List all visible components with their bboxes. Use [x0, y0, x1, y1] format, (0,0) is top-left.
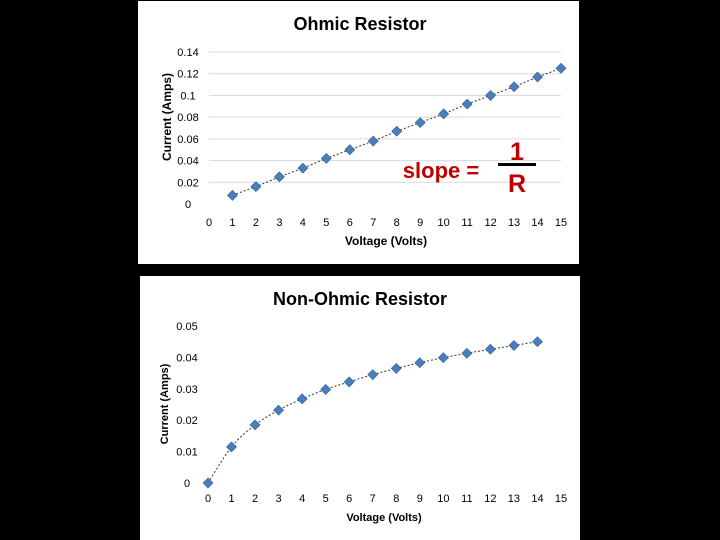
slope-denominator: R	[508, 170, 526, 198]
non-ohmic-x-tick-label: 10	[437, 493, 449, 505]
ohmic-x-tick-label: 7	[370, 217, 376, 229]
fraction-bar	[498, 163, 536, 166]
non-ohmic-series-line	[207, 341, 538, 484]
ohmic-data-point	[438, 108, 450, 120]
non-ohmic-data-point	[367, 369, 379, 381]
ohmic-x-tick-label: 3	[276, 217, 282, 229]
ohmic-data-point	[367, 135, 379, 147]
non-ohmic-y-tick-label: 0.02	[176, 415, 197, 427]
non-ohmic-y-tick-label: 0	[184, 478, 190, 490]
non-ohmic-x-tick-label: 1	[228, 493, 234, 505]
ohmic-chart-panel	[138, 1, 579, 264]
ohmic-x-tick-label: 10	[438, 217, 450, 229]
ohmic-y-tick-label: 0	[185, 199, 191, 211]
ohmic-data-point	[391, 125, 403, 137]
non-ohmic-plot-area: 00.010.020.030.040.050 1 2 3 4 5 6 7 8 9 10 11 12 13 1…	[176, 321, 567, 505]
non-ohmic-y-tick-label: 0.03	[176, 384, 197, 396]
non-ohmic-x-tick-label: 3	[276, 493, 282, 505]
ohmic-chart: Ohmic Resistor Current (Amps) Voltage (V…	[138, 1, 579, 264]
ohmic-data-point	[485, 90, 497, 101]
non-ohmic-x-tick-label: 0	[205, 493, 211, 505]
ohmic-x-tick-label: 6	[347, 217, 353, 229]
non-ohmic-data-point	[461, 347, 473, 359]
ohmic-x-tick-label: 8	[394, 217, 400, 229]
non-ohmic-x-tick-label: 5	[323, 493, 329, 505]
non-ohmic-x-tick-label: 15	[555, 493, 567, 505]
slope-label: slope =	[403, 158, 479, 183]
ohmic-data-point	[461, 98, 473, 110]
non-ohmic-x-tick-label: 4	[299, 493, 305, 505]
non-ohmic-x-tick-label: 6	[346, 493, 352, 505]
non-ohmic-chart-panel	[140, 276, 580, 540]
non-ohmic-chart: Non-Ohmic Resistor Current (Amps) Voltag…	[140, 276, 580, 540]
slope-annotation: slope = 1 R	[403, 138, 536, 198]
non-ohmic-x-tick-label: 11	[461, 493, 472, 505]
non-ohmic-x-tick-label: 7	[370, 493, 376, 505]
non-ohmic-data-point	[273, 404, 285, 416]
non-ohmic-x-tick-label: 8	[393, 493, 399, 505]
ohmic-y-tick-label: 0.14	[177, 47, 198, 59]
non-ohmic-y-tick-label: 0.05	[176, 321, 197, 333]
ohmic-plot-area: 00.020.040.060.080.10.120.140 1 2 3 4 5 6 7 8 9 10…	[177, 47, 567, 229]
ohmic-x-axis-label: Voltage (Volts)	[345, 234, 427, 248]
ohmic-y-tick-label: 0.02	[177, 177, 198, 189]
ohmic-x-tick-label: 11	[461, 217, 472, 229]
non-ohmic-data-point	[226, 441, 237, 453]
non-ohmic-y-axis-label: Current (Amps)	[159, 363, 171, 444]
non-ohmic-x-axis-label: Voltage (Volts)	[346, 512, 422, 524]
ohmic-chart-title: Ohmic Resistor	[293, 14, 426, 34]
ohmic-data-point	[227, 189, 238, 201]
ohmic-data-point	[297, 162, 309, 174]
ohmic-x-tick-label: 1	[229, 217, 235, 229]
ohmic-x-tick-label: 14	[531, 217, 543, 229]
ohmic-data-point	[555, 62, 567, 74]
ohmic-data-point	[250, 181, 262, 193]
ohmic-data-point	[344, 144, 356, 156]
ohmic-x-tick-label: 12	[484, 217, 496, 229]
ohmic-x-tick-label: 9	[417, 217, 423, 229]
ohmic-data-point	[414, 117, 426, 128]
ohmic-data-point	[273, 171, 285, 183]
slope-numerator: 1	[510, 138, 524, 166]
ohmic-x-tick-label: 2	[253, 217, 259, 229]
ohmic-x-tick-label: 4	[300, 217, 306, 229]
non-ohmic-x-tick-label: 13	[508, 493, 520, 505]
ohmic-y-tick-label: 0.1	[180, 90, 195, 102]
non-ohmic-data-point	[532, 336, 543, 348]
non-ohmic-data-point	[414, 357, 426, 369]
ohmic-data-point	[532, 71, 543, 83]
non-ohmic-data-point	[296, 393, 308, 405]
non-ohmic-data-point	[390, 362, 402, 374]
non-ohmic-data-point	[343, 376, 355, 388]
non-ohmic-data-point	[484, 343, 496, 355]
ohmic-x-tick-label: 15	[555, 217, 567, 229]
ohmic-x-tick-label: 5	[323, 217, 329, 229]
non-ohmic-y-tick-label: 0.01	[176, 447, 197, 459]
ohmic-x-tick-label: 13	[508, 217, 520, 229]
non-ohmic-data-point	[508, 340, 520, 351]
ohmic-data-point	[508, 81, 520, 93]
non-ohmic-data-point	[249, 419, 261, 431]
ohmic-y-tick-label: 0.06	[177, 134, 198, 146]
non-ohmic-x-tick-label: 2	[252, 493, 258, 505]
ohmic-x-tick-label: 0	[206, 217, 212, 229]
non-ohmic-chart-title: Non-Ohmic Resistor	[273, 289, 447, 309]
non-ohmic-x-tick-label: 9	[417, 493, 423, 505]
ohmic-y-tick-label: 0.08	[177, 112, 198, 124]
ohmic-y-tick-label: 0.12	[177, 69, 198, 81]
non-ohmic-y-tick-label: 0.04	[176, 352, 197, 364]
non-ohmic-x-tick-label: 12	[484, 493, 496, 505]
ohmic-data-point	[320, 152, 332, 164]
non-ohmic-data-point	[320, 384, 332, 395]
ohmic-y-tick-label: 0.04	[177, 156, 198, 168]
ohmic-y-axis-label: Current (Amps)	[160, 73, 174, 161]
non-ohmic-data-point	[437, 352, 449, 364]
non-ohmic-x-tick-label: 14	[531, 493, 543, 505]
non-ohmic-data-point	[202, 477, 214, 489]
